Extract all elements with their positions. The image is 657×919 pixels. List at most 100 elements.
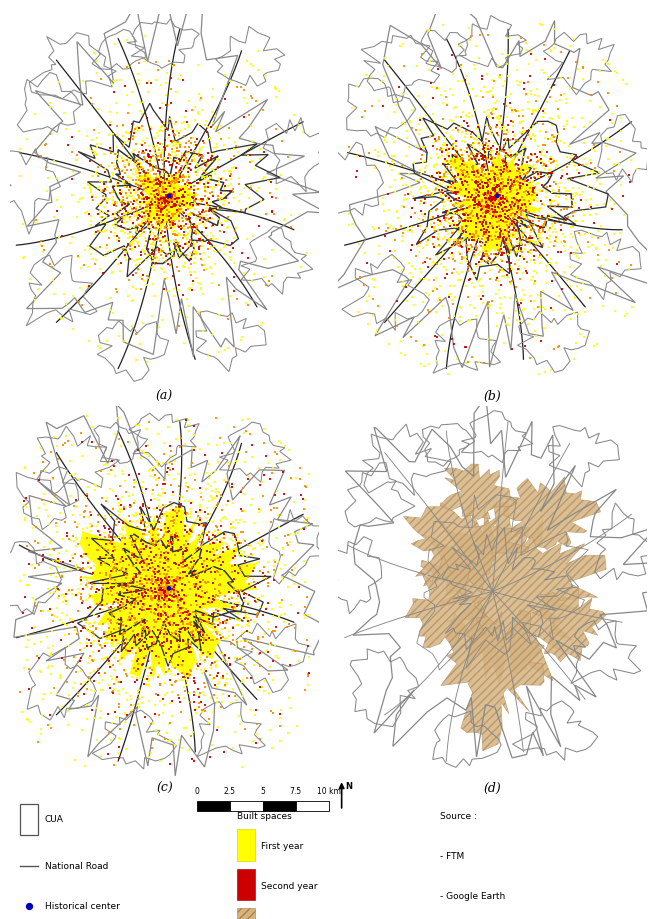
Point bbox=[533, 165, 544, 179]
Point bbox=[95, 198, 105, 212]
Point bbox=[177, 546, 188, 561]
Point bbox=[144, 191, 154, 206]
Point bbox=[160, 190, 171, 205]
Point bbox=[108, 198, 119, 212]
Point bbox=[178, 489, 189, 504]
Point bbox=[147, 176, 157, 190]
Point bbox=[148, 589, 159, 604]
Point bbox=[185, 729, 196, 743]
Point bbox=[138, 562, 148, 577]
Point bbox=[49, 608, 60, 623]
Point bbox=[116, 635, 127, 650]
Point bbox=[34, 472, 45, 487]
Point bbox=[189, 237, 200, 252]
Point bbox=[137, 603, 147, 618]
Point bbox=[493, 214, 504, 229]
Point bbox=[172, 72, 183, 86]
Point bbox=[419, 100, 430, 115]
Point bbox=[432, 292, 443, 307]
Point bbox=[260, 278, 271, 292]
Point bbox=[463, 119, 473, 134]
Point bbox=[221, 675, 232, 690]
Point bbox=[449, 169, 459, 184]
Point bbox=[195, 498, 206, 513]
Point bbox=[461, 159, 472, 174]
Point bbox=[489, 190, 499, 205]
Point bbox=[156, 651, 167, 665]
Point bbox=[466, 238, 476, 253]
Point bbox=[477, 193, 487, 208]
Point bbox=[196, 192, 206, 207]
Point bbox=[155, 244, 166, 259]
Point bbox=[212, 542, 223, 557]
Point bbox=[261, 207, 271, 221]
Point bbox=[495, 110, 506, 125]
Point bbox=[404, 180, 415, 195]
Point bbox=[505, 290, 515, 305]
Point bbox=[196, 258, 207, 273]
Point bbox=[241, 612, 252, 627]
Point bbox=[100, 598, 110, 613]
Point bbox=[147, 190, 158, 205]
Point bbox=[486, 165, 497, 180]
Point bbox=[488, 191, 499, 206]
Point bbox=[470, 151, 480, 165]
Point bbox=[167, 685, 177, 699]
Point bbox=[216, 670, 227, 685]
Point bbox=[473, 211, 484, 226]
Point bbox=[141, 204, 152, 219]
Point bbox=[127, 703, 137, 718]
Point bbox=[414, 244, 424, 259]
Point bbox=[173, 264, 184, 278]
Point bbox=[230, 558, 240, 573]
Point bbox=[19, 494, 30, 508]
Point bbox=[190, 218, 200, 233]
Point bbox=[206, 584, 217, 598]
Point bbox=[432, 165, 442, 180]
Point bbox=[512, 312, 522, 327]
Point bbox=[93, 339, 103, 354]
Point bbox=[208, 229, 219, 244]
Point bbox=[452, 168, 463, 183]
Point bbox=[559, 87, 570, 102]
Point bbox=[198, 577, 208, 592]
Point bbox=[152, 217, 163, 232]
Point bbox=[160, 584, 170, 598]
Point bbox=[200, 159, 211, 174]
Point bbox=[484, 233, 495, 248]
Point bbox=[43, 509, 53, 524]
Point bbox=[524, 220, 535, 234]
Point bbox=[158, 136, 168, 151]
Point bbox=[135, 631, 146, 646]
Point bbox=[433, 239, 443, 254]
Point bbox=[233, 583, 243, 597]
Point bbox=[172, 141, 183, 155]
Point bbox=[212, 668, 222, 683]
Point bbox=[106, 607, 117, 621]
Point bbox=[162, 217, 173, 232]
Point bbox=[152, 564, 162, 579]
Point bbox=[403, 220, 413, 234]
Point bbox=[192, 656, 202, 671]
Point bbox=[195, 517, 206, 532]
Point bbox=[140, 709, 150, 724]
Point bbox=[83, 575, 93, 590]
Point bbox=[28, 465, 39, 480]
Point bbox=[476, 138, 487, 153]
Point bbox=[157, 583, 168, 597]
Point bbox=[107, 574, 118, 589]
Point bbox=[495, 175, 505, 189]
Point bbox=[92, 53, 102, 68]
Point bbox=[500, 166, 510, 181]
Point bbox=[87, 190, 97, 205]
Point bbox=[101, 191, 112, 206]
Point bbox=[171, 508, 181, 523]
Point bbox=[174, 220, 185, 234]
Point bbox=[237, 673, 248, 687]
Point bbox=[185, 596, 196, 611]
Point bbox=[126, 239, 137, 254]
Point bbox=[178, 569, 189, 584]
Point bbox=[179, 517, 190, 532]
Point bbox=[472, 197, 482, 211]
Point bbox=[66, 586, 77, 601]
